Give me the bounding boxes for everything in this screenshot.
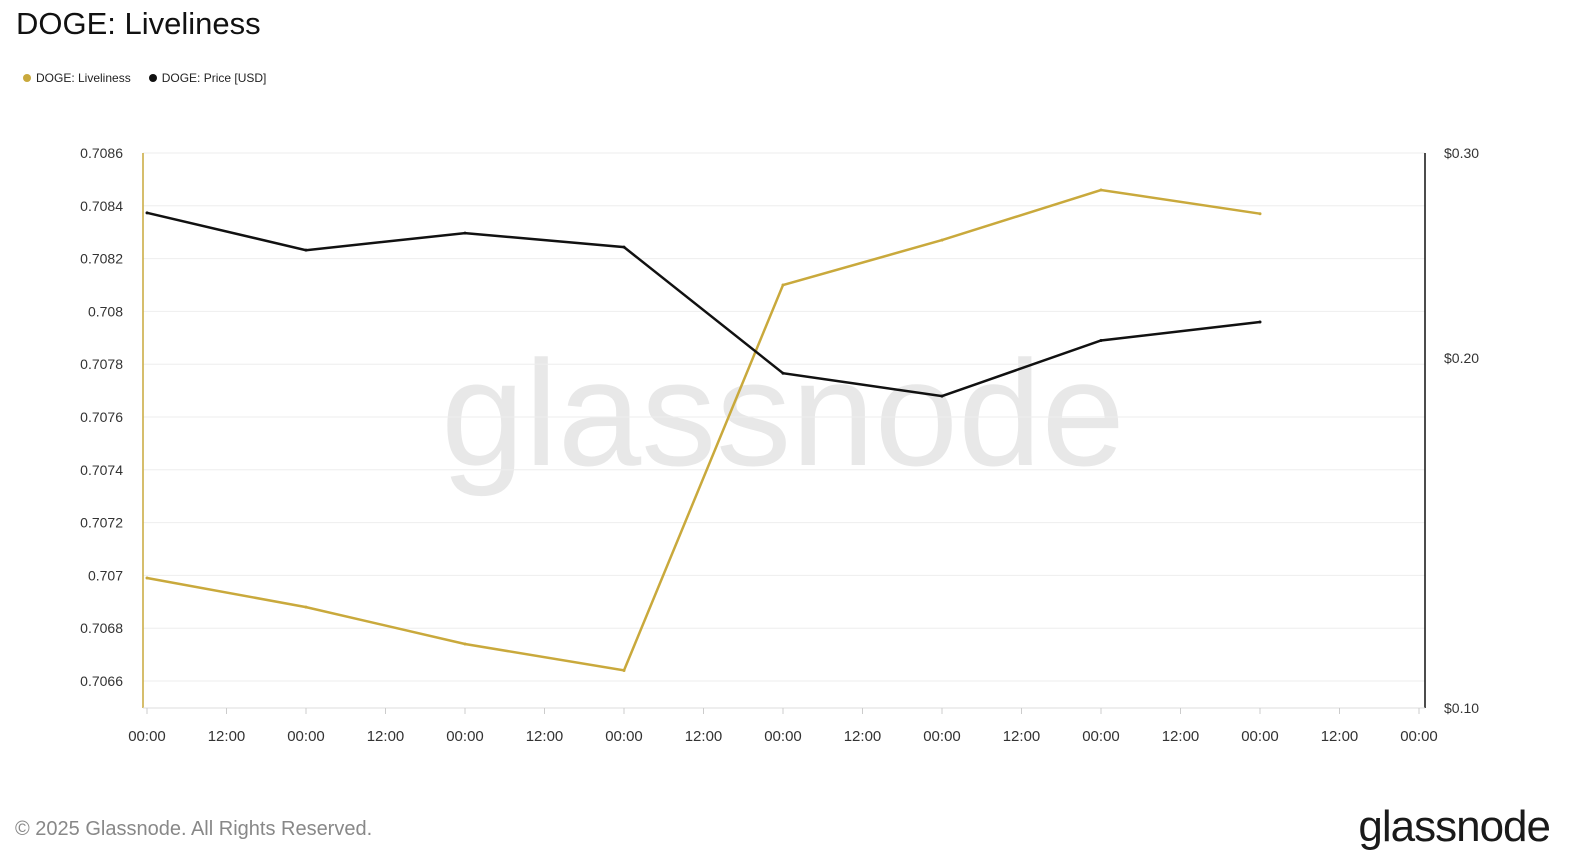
left-tick-label: 0.7078 bbox=[80, 356, 123, 372]
legend-dot-icon bbox=[23, 74, 31, 82]
price-point bbox=[622, 245, 626, 249]
left-tick-label: 0.7072 bbox=[80, 515, 123, 531]
left-tick-label: 0.708 bbox=[88, 303, 123, 319]
price-point bbox=[463, 231, 467, 235]
legend: DOGE: Liveliness DOGE: Price [USD] bbox=[23, 71, 266, 85]
x-tick-label: 12:00 bbox=[1162, 728, 1200, 745]
liveliness-point bbox=[781, 283, 785, 287]
x-tick-label: 00:00 bbox=[128, 728, 166, 745]
liveliness-point bbox=[1099, 188, 1103, 192]
x-tick-label: 00:00 bbox=[605, 728, 643, 745]
left-tick-label: 0.7084 bbox=[80, 198, 123, 214]
left-tick-label: 0.7082 bbox=[80, 251, 123, 267]
legend-item-liveliness[interactable]: DOGE: Liveliness bbox=[23, 71, 131, 85]
x-tick-label: 12:00 bbox=[1003, 728, 1041, 745]
price-point bbox=[145, 211, 149, 215]
liveliness-point bbox=[1258, 212, 1262, 216]
x-tick-label: 12:00 bbox=[526, 728, 564, 745]
liveliness-point bbox=[304, 605, 308, 609]
x-tick-label: 12:00 bbox=[208, 728, 246, 745]
x-tick-label: 00:00 bbox=[1241, 728, 1279, 745]
price-point bbox=[1099, 338, 1103, 342]
glassnode-logo: glassnode bbox=[1358, 802, 1551, 851]
liveliness-line bbox=[146, 188, 1261, 672]
left-tick-label: 0.7066 bbox=[80, 673, 123, 689]
price-point bbox=[1258, 320, 1262, 324]
left-tick-label: 0.7086 bbox=[80, 145, 123, 161]
x-tick-label: 12:00 bbox=[685, 728, 723, 745]
copyright: © 2025 Glassnode. All Rights Reserved. bbox=[15, 818, 373, 840]
left-tick-label: 0.7076 bbox=[80, 409, 123, 425]
page-title: DOGE: Liveliness bbox=[16, 6, 261, 41]
x-tick-label: 12:00 bbox=[1321, 728, 1359, 745]
left-tick-label: 0.7074 bbox=[80, 462, 123, 478]
legend-item-price[interactable]: DOGE: Price [USD] bbox=[148, 71, 266, 85]
x-tick-label: 12:00 bbox=[367, 728, 405, 745]
right-tick-label: $0.20 bbox=[1444, 350, 1479, 366]
price-point bbox=[304, 248, 308, 252]
liveliness-point bbox=[940, 238, 944, 242]
right-tick-label: $0.10 bbox=[1444, 700, 1479, 716]
x-tick-label: 00:00 bbox=[1400, 728, 1438, 745]
liveliness-point bbox=[622, 668, 626, 672]
left-tick-label: 0.707 bbox=[88, 567, 123, 583]
x-tick-label: 00:00 bbox=[764, 728, 802, 745]
x-tick-label: 00:00 bbox=[446, 728, 484, 745]
price-line bbox=[146, 211, 1261, 398]
price-point bbox=[781, 371, 785, 375]
right-tick-label: $0.30 bbox=[1444, 145, 1479, 161]
left-tick-label: 0.7068 bbox=[80, 620, 123, 636]
x-tick-label: 12:00 bbox=[844, 728, 882, 745]
x-tick-label: 00:00 bbox=[287, 728, 325, 745]
liveliness-point bbox=[145, 576, 149, 580]
x-tick-label: 00:00 bbox=[923, 728, 961, 745]
liveliness-point bbox=[463, 642, 467, 646]
price-point bbox=[940, 394, 944, 398]
x-tick-label: 00:00 bbox=[1082, 728, 1120, 745]
watermark: glassnode bbox=[441, 329, 1125, 497]
legend-dot-icon bbox=[148, 74, 157, 82]
